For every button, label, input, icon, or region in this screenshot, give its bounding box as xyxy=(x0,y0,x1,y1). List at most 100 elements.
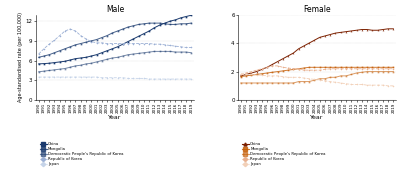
Mongolia xyxy=(265,72,270,74)
Democratic People's Republic of Korea xyxy=(152,50,157,52)
Democratic People's Republic of Korea xyxy=(296,80,301,83)
Mongolia xyxy=(73,44,78,46)
Democratic People's Republic of Korea xyxy=(42,70,46,72)
China xyxy=(333,32,338,34)
Republic of Korea xyxy=(354,68,359,70)
China xyxy=(147,30,152,32)
Mongolia xyxy=(296,68,301,70)
China xyxy=(391,28,396,30)
Mongolia xyxy=(189,22,194,24)
Republic of Korea xyxy=(57,35,62,37)
Mongolia xyxy=(270,71,275,73)
Mongolia xyxy=(386,66,390,68)
China xyxy=(338,31,343,33)
China xyxy=(178,17,183,19)
Republic of Korea xyxy=(244,72,248,74)
China xyxy=(265,66,270,68)
Republic of Korea xyxy=(115,42,120,45)
China xyxy=(286,55,290,57)
China xyxy=(52,62,57,64)
Japan xyxy=(147,78,152,80)
Republic of Korea xyxy=(126,42,130,45)
Japan xyxy=(84,76,88,78)
Republic of Korea xyxy=(73,30,78,32)
Japan xyxy=(73,76,78,78)
Republic of Korea xyxy=(275,65,280,67)
Mongolia xyxy=(286,69,290,71)
Democratic People's Republic of Korea xyxy=(317,78,322,80)
Democratic People's Republic of Korea xyxy=(238,82,243,84)
Mongolia xyxy=(94,38,99,41)
Republic of Korea xyxy=(312,69,317,71)
Japan xyxy=(328,80,333,83)
Democratic People's Republic of Korea xyxy=(120,55,125,57)
Democratic People's Republic of Korea xyxy=(147,51,152,53)
Democratic People's Republic of Korea xyxy=(349,73,354,76)
Republic of Korea xyxy=(84,38,88,40)
Democratic People's Republic of Korea xyxy=(338,75,343,77)
Mongolia xyxy=(328,66,333,68)
Mongolia xyxy=(375,66,380,68)
Japan xyxy=(344,83,348,85)
Japan xyxy=(126,77,130,80)
Republic of Korea xyxy=(370,68,375,70)
China xyxy=(94,54,99,56)
Mongolia xyxy=(115,30,120,32)
Republic of Korea xyxy=(296,68,301,70)
Legend: China, Mongolia, Democratic People's Republic of Korea, Republic of Korea, Japan: China, Mongolia, Democratic People's Rep… xyxy=(240,141,327,168)
Republic of Korea xyxy=(317,69,322,71)
China xyxy=(173,19,178,21)
Republic of Korea xyxy=(78,35,83,37)
Democratic People's Republic of Korea xyxy=(254,82,259,84)
Republic of Korea xyxy=(136,42,141,45)
Japan xyxy=(89,76,94,78)
China xyxy=(312,39,317,41)
Democratic People's Republic of Korea xyxy=(126,54,130,56)
Mongolia xyxy=(162,23,167,25)
Republic of Korea xyxy=(178,46,183,48)
Japan xyxy=(359,83,364,86)
Democratic People's Republic of Korea xyxy=(259,82,264,84)
Democratic People's Republic of Korea xyxy=(89,62,94,64)
Japan xyxy=(259,74,264,76)
Japan xyxy=(391,85,396,87)
China xyxy=(354,29,359,31)
Mongolia xyxy=(178,23,183,25)
China xyxy=(291,52,296,54)
Democratic People's Republic of Korea xyxy=(115,56,120,58)
Republic of Korea xyxy=(142,42,146,45)
Japan xyxy=(365,84,370,86)
China xyxy=(184,15,188,18)
Japan xyxy=(42,76,46,78)
Republic of Korea xyxy=(120,42,125,45)
Democratic People's Republic of Korea xyxy=(249,82,254,84)
Japan xyxy=(173,78,178,80)
China xyxy=(110,48,115,50)
Republic of Korea xyxy=(391,68,396,70)
Mongolia xyxy=(142,23,146,25)
Democratic People's Republic of Korea xyxy=(99,60,104,62)
Republic of Korea xyxy=(338,68,343,70)
Japan xyxy=(115,77,120,79)
Republic of Korea xyxy=(152,43,157,45)
China xyxy=(73,58,78,60)
China xyxy=(47,62,52,64)
Democratic People's Republic of Korea xyxy=(244,82,248,84)
Mongolia xyxy=(365,66,370,68)
China xyxy=(131,38,136,40)
Japan xyxy=(254,74,259,76)
Mongolia xyxy=(244,75,248,77)
Japan xyxy=(62,76,67,78)
Japan xyxy=(184,78,188,80)
Democratic People's Republic of Korea xyxy=(370,70,375,73)
Democratic People's Republic of Korea xyxy=(68,66,73,68)
Democratic People's Republic of Korea xyxy=(94,61,99,63)
Japan xyxy=(317,79,322,81)
Japan xyxy=(142,77,146,80)
Republic of Korea xyxy=(89,40,94,43)
Democratic People's Republic of Korea xyxy=(178,51,183,53)
China xyxy=(136,35,141,37)
Japan xyxy=(78,76,83,78)
Republic of Korea xyxy=(259,68,264,70)
Republic of Korea xyxy=(328,68,333,70)
